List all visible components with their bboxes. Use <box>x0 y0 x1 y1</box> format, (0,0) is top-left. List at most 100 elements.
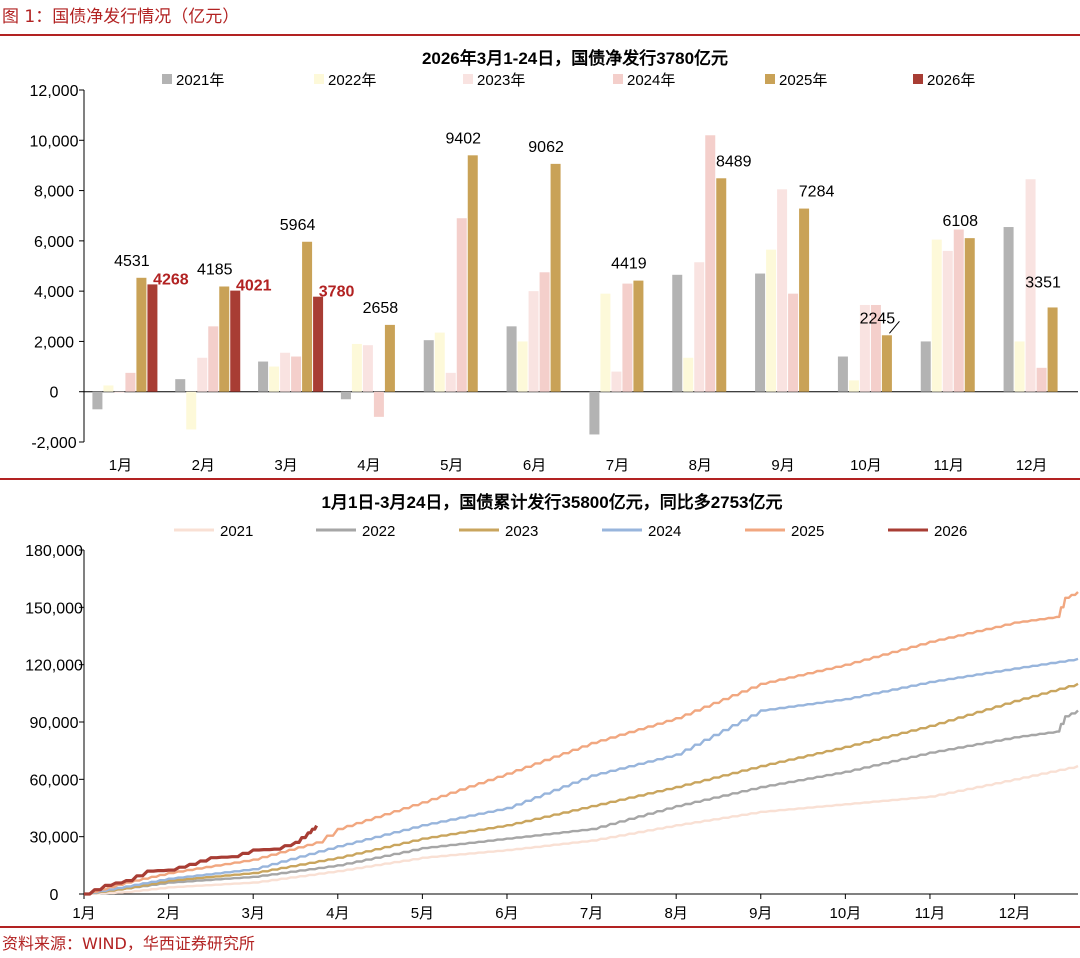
bar-2025年-4月 <box>384 324 395 392</box>
bar-2025年-7月 <box>633 280 644 392</box>
line-legend-label: 2026 <box>934 523 967 540</box>
bar-x-tick-label: 5月 <box>440 457 463 474</box>
bar-2022年-7月 <box>600 293 611 392</box>
bar-2024年-8月 <box>705 135 716 392</box>
bar-2022年-9月 <box>766 249 777 392</box>
line-x-tick-label: 3月 <box>242 905 265 922</box>
bar-2023年-7月 <box>611 371 622 392</box>
bar-2025-data-label: 2245 <box>860 310 896 327</box>
middle-rule <box>0 478 1080 480</box>
bar-2025-data-label: 9062 <box>528 139 564 156</box>
bar-x-tick-label: 12月 <box>1016 457 1048 474</box>
bar-2023年-6月 <box>528 291 539 392</box>
bar-2022年-5月 <box>434 332 445 392</box>
bar-2023年-8月 <box>694 262 705 392</box>
bar-2025年-11月 <box>964 238 975 392</box>
line-y-tick-label: 0 <box>50 887 59 904</box>
bar-2026年-2月 <box>230 290 241 392</box>
line-x-tick-label: 2月 <box>157 905 180 922</box>
line-y-tick-label: 150,000 <box>25 600 83 617</box>
bar-2023年-11月 <box>942 250 953 392</box>
bar-2023年-3月 <box>280 352 291 392</box>
bar-2026年-1月 <box>147 284 158 392</box>
bar-2025年-3月 <box>302 241 313 392</box>
bar-2026-data-label: 3780 <box>319 284 355 301</box>
bar-legend-swatch <box>765 74 775 84</box>
bar-2024年-2月 <box>208 326 219 392</box>
bar-2025-data-label: 5964 <box>280 217 316 234</box>
bar-2021年-7月 <box>589 391 600 435</box>
line-chart-series <box>84 591 1079 896</box>
line-x-tick-label: 11月 <box>915 905 946 922</box>
bar-2023年-9月 <box>777 189 788 392</box>
bar-2025-data-label: 3351 <box>1025 274 1061 291</box>
bar-2025年-6月 <box>550 163 561 392</box>
bar-2023年-4月 <box>362 345 373 392</box>
line-y-tick-label: 120,000 <box>25 658 83 675</box>
bar-y-tick-label: 4,000 <box>34 284 74 301</box>
bar-legend-swatch <box>162 74 172 84</box>
bar-x-tick-label: 3月 <box>274 457 297 474</box>
bar-2025年-9月 <box>799 208 810 392</box>
bar-2025-data-label: 4419 <box>611 256 647 273</box>
bar-2022年-12月 <box>1014 341 1025 392</box>
top-rule <box>0 34 1080 36</box>
bar-x-tick-label: 7月 <box>606 457 629 474</box>
bar-y-tick-label: 8,000 <box>34 184 74 201</box>
bar-2024年-9月 <box>788 293 799 392</box>
line-x-tick-label: 5月 <box>411 905 434 922</box>
bar-chart-bars <box>92 135 1058 435</box>
bar-2024年-12月 <box>1036 367 1047 392</box>
bar-2025-data-label: 4531 <box>114 253 150 270</box>
bar-2023年-12月 <box>1025 179 1036 392</box>
line-x-tick-label: 1月 <box>72 905 95 922</box>
bar-2023年-2月 <box>197 357 208 392</box>
line-legend-label: 2024 <box>648 523 681 540</box>
bar-chart-legend: 2021年 2022年 2023年 2024年 2025年 2026年 <box>162 72 975 89</box>
bar-x-tick-label: 4月 <box>357 457 380 474</box>
bar-y-tick-label: -2,000 <box>31 435 76 452</box>
bar-2022年-1月 <box>103 385 114 392</box>
bar-2024年-6月 <box>539 272 550 392</box>
bar-legend-label: 2023年 <box>477 72 525 89</box>
bar-2025年-5月 <box>467 155 478 392</box>
bar-2023年-5月 <box>445 372 456 392</box>
bar-2025年-10月 <box>881 335 892 392</box>
bar-chart-data-labels: 4531 4185 5964 2658 9402 9062 4419 8489 7284 2245… <box>114 130 1061 334</box>
bar-y-tick-label: 2,000 <box>34 334 74 351</box>
bar-y-tick-label: 12,000 <box>30 83 79 100</box>
bar-x-tick-label: 9月 <box>771 457 794 474</box>
bar-legend-label: 2022年 <box>328 72 376 89</box>
bar-legend-swatch <box>613 74 623 84</box>
bar-x-tick-label: 10月 <box>850 457 882 474</box>
line-x-tick-label: 9月 <box>749 905 772 922</box>
bar-chart-title: 2026年3月1-24日，国债净发行3780亿元 <box>422 48 728 68</box>
bar-2024年-11月 <box>953 229 964 392</box>
bar-2023年-1月 <box>114 391 125 393</box>
bar-chart-net-issuance: 2026年3月1-24日，国债净发行3780亿元 2021年 2022年 2023年… <box>30 48 1078 474</box>
line-y-tick-label: 30,000 <box>30 830 79 847</box>
bar-x-tick-label: 2月 <box>192 457 215 474</box>
bar-2025年-12月 <box>1047 307 1058 392</box>
bar-2021年-4月 <box>340 391 351 400</box>
bar-2021年-10月 <box>837 356 848 392</box>
bar-legend-label: 2021年 <box>176 72 224 89</box>
bar-2024年-1月 <box>125 372 136 392</box>
bar-2026年-3月 <box>313 296 324 392</box>
bar-2022年-4月 <box>351 343 362 392</box>
bar-2025-data-label: 6108 <box>942 213 978 230</box>
bar-2021年-3月 <box>258 361 269 392</box>
bar-2021年-6月 <box>506 326 517 392</box>
bottom-rule <box>0 926 1080 928</box>
bar-2022年-11月 <box>931 239 942 392</box>
bar-legend-swatch <box>913 74 923 84</box>
bar-2024年-3月 <box>291 356 302 392</box>
bar-x-tick-label: 1月 <box>109 457 132 474</box>
bar-2025-data-label: 7284 <box>799 184 835 201</box>
bar-2025-data-label: 2658 <box>363 300 399 317</box>
line-legend-label: 2025 <box>791 523 824 540</box>
line-series-2026 <box>84 824 319 896</box>
bar-2025-data-label: 8489 <box>716 153 752 170</box>
bar-x-tick-label: 8月 <box>689 457 712 474</box>
bar-2026-data-label: 4268 <box>153 271 189 288</box>
